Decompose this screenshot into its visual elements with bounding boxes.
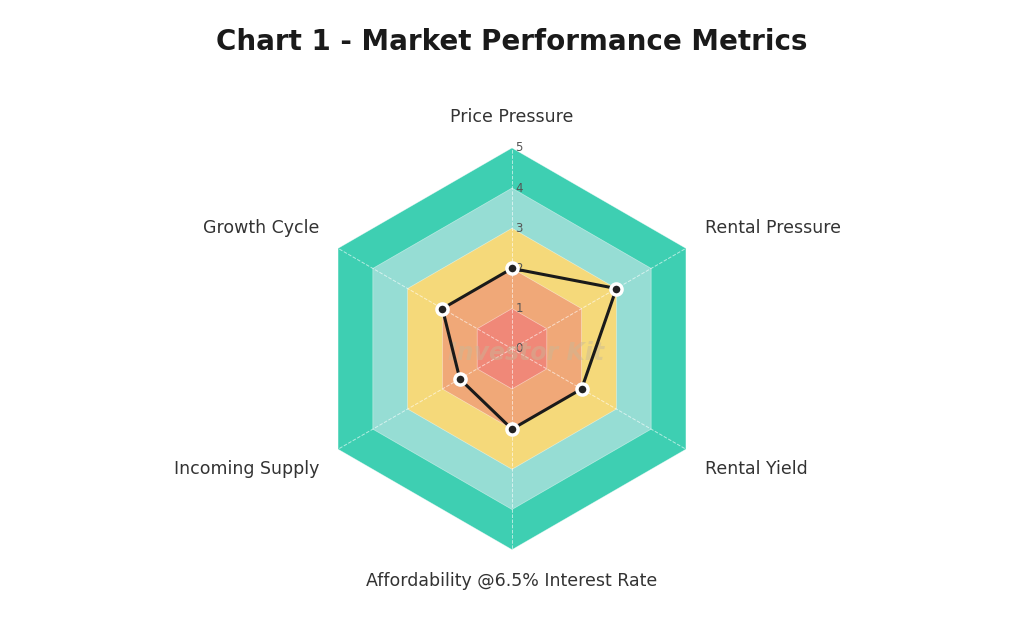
Text: Incoming Supply: Incoming Supply	[173, 461, 318, 478]
Polygon shape	[477, 309, 547, 389]
Polygon shape	[442, 268, 582, 429]
Text: Chart 1 - Market Performance Metrics: Chart 1 - Market Performance Metrics	[216, 28, 808, 56]
Text: Affordability @6.5% Interest Rate: Affordability @6.5% Interest Rate	[367, 572, 657, 590]
Text: 5: 5	[516, 141, 523, 154]
Polygon shape	[408, 228, 616, 469]
Text: 3: 3	[516, 222, 523, 235]
Text: 2: 2	[516, 262, 523, 275]
Text: 1: 1	[516, 302, 523, 315]
Text: Rental Yield: Rental Yield	[706, 461, 808, 478]
Polygon shape	[338, 148, 686, 549]
Text: 4: 4	[516, 181, 523, 195]
Text: Growth Cycle: Growth Cycle	[203, 219, 318, 238]
Text: Price Pressure: Price Pressure	[451, 108, 573, 126]
Text: 0: 0	[516, 342, 523, 355]
Text: Rental Pressure: Rental Pressure	[706, 219, 841, 238]
Polygon shape	[373, 188, 651, 510]
Text: Investor Kit: Investor Kit	[447, 341, 604, 365]
